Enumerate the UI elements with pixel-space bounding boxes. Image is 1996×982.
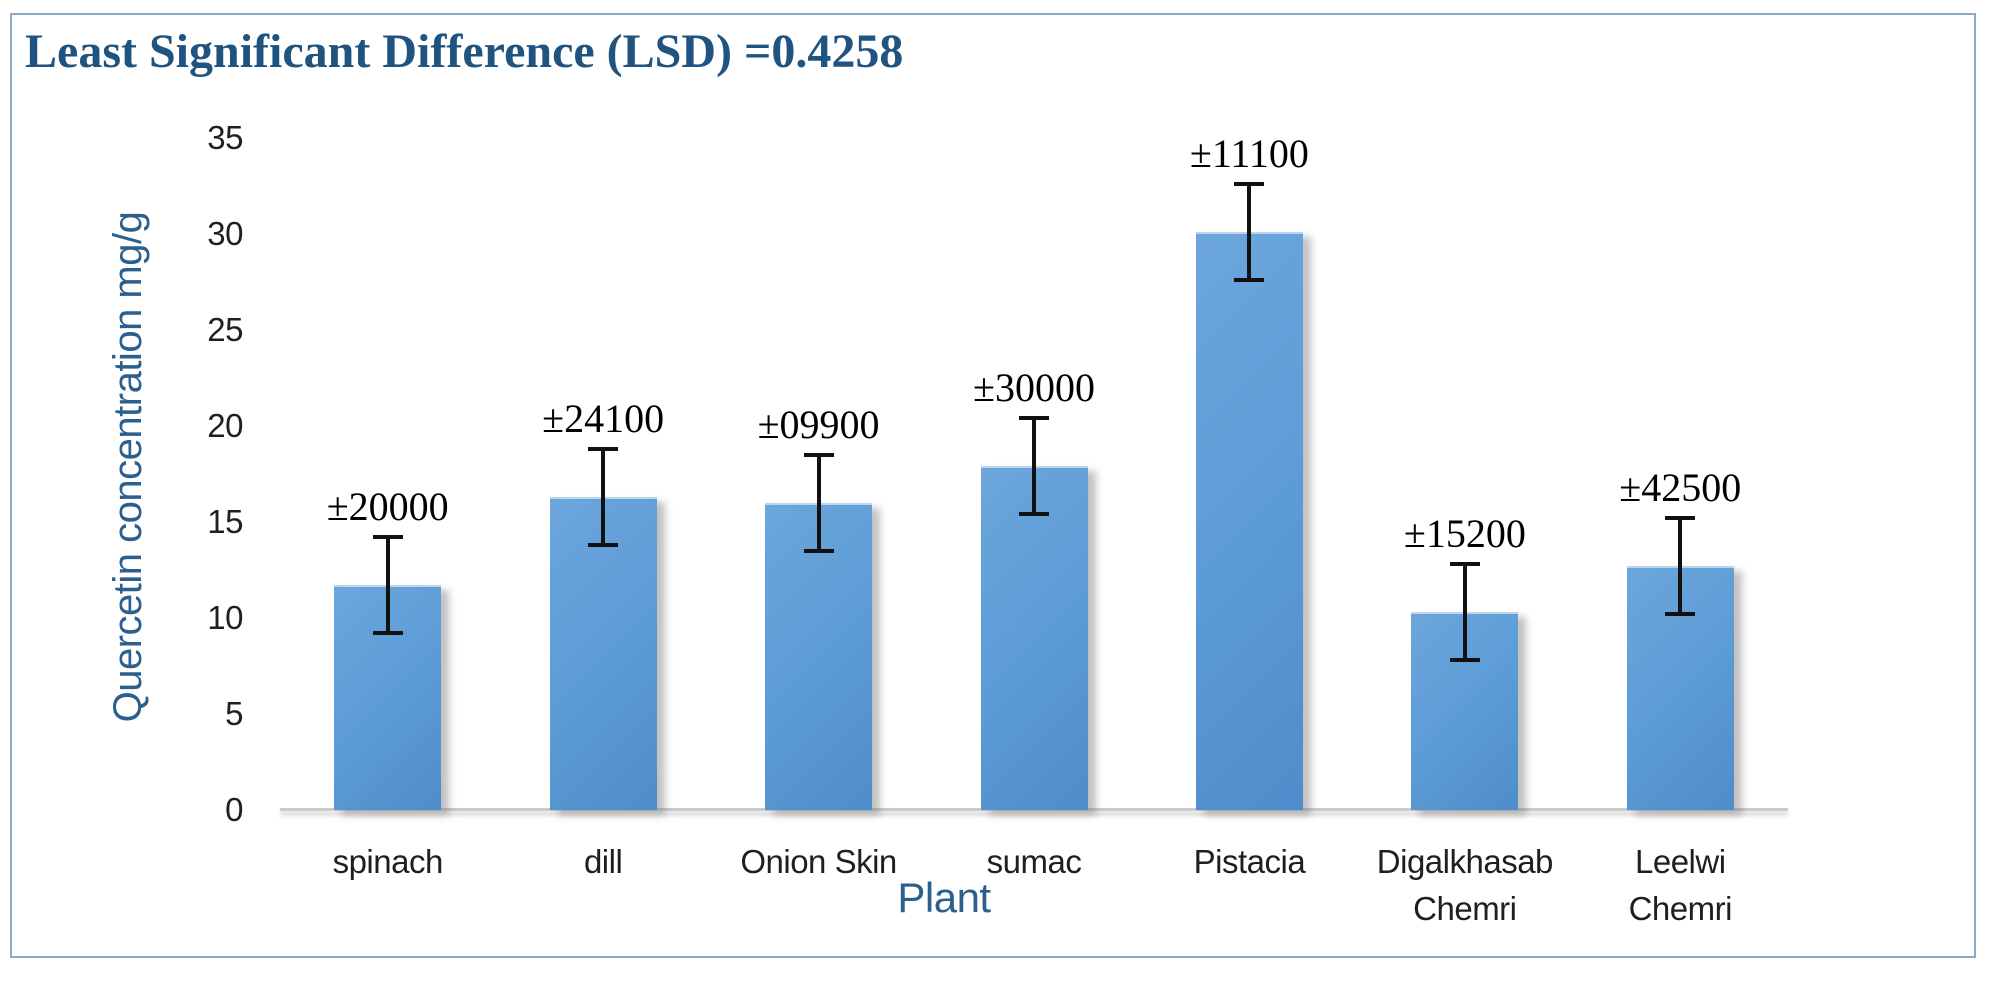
- error-bar-bottom-cap-leelwi-chemri: [1665, 612, 1696, 617]
- error-annotation-pistacia: ±11100: [1189, 131, 1309, 177]
- x-tick-digalkhasab-chemri: Digalkhasab Chemri: [1376, 843, 1554, 927]
- x-tick-onion-skin: Onion Skin: [740, 843, 897, 880]
- y-tick-35: 35: [207, 119, 243, 156]
- error-annotation-spinach: ±20000: [326, 484, 449, 530]
- error-annotation-leelwi-chemri: ±42500: [1619, 465, 1742, 511]
- x-tick-pistacia: Pistacia: [1193, 843, 1306, 880]
- y-tick-25: 25: [207, 311, 243, 348]
- error-bar-leelwi-chemri: [1678, 518, 1683, 615]
- x-tick-spinach: spinach: [332, 843, 444, 880]
- error-bar-top-cap-digalkhasab-chemri: [1449, 562, 1480, 567]
- y-tick-15: 15: [207, 503, 243, 540]
- error-bar-top-cap-onion-skin: [803, 452, 834, 457]
- error-bar-top-cap-dill: [588, 447, 619, 452]
- error-bar-spinach: [385, 537, 390, 634]
- error-bar-top-cap-sumac: [1019, 416, 1049, 421]
- error-bar-sumac: [1032, 418, 1036, 515]
- chart-title: Least Significant Difference (LSD) =0.42…: [25, 25, 904, 78]
- x-axis-title: Plant: [897, 874, 991, 921]
- y-tick-20: 20: [207, 407, 243, 444]
- error-bar-top-cap-pistacia: [1234, 182, 1265, 187]
- error-annotation-sumac: ±30000: [973, 365, 1095, 411]
- error-bar-bottom-cap-sumac: [1019, 512, 1049, 517]
- error-bar-onion-skin: [816, 454, 821, 551]
- bar-onion-skin: [765, 502, 873, 810]
- bar-sumac: [980, 466, 1088, 810]
- error-bar-dill: [601, 449, 606, 546]
- y-tick-5: 5: [225, 695, 243, 732]
- x-tick-leelwi-chemri: Leelwi Chemri: [1628, 843, 1733, 927]
- error-bar-bottom-cap-spinach: [372, 631, 403, 636]
- error-annotation-onion-skin: ±09900: [757, 401, 880, 447]
- y-axis-title: Quercetin concentration mg/g: [106, 211, 150, 723]
- error-bar-bottom-cap-pistacia: [1234, 278, 1265, 283]
- x-tick-dill: dill: [583, 843, 623, 880]
- error-bar-top-cap-leelwi-chemri: [1665, 516, 1696, 521]
- error-bar-bottom-cap-digalkhasab-chemri: [1449, 658, 1480, 663]
- error-bar-pistacia: [1247, 184, 1252, 281]
- error-annotation-dill: ±24100: [542, 396, 665, 442]
- error-bar-bottom-cap-onion-skin: [803, 548, 834, 553]
- y-tick-30: 30: [207, 215, 243, 252]
- error-bar-bottom-cap-dill: [588, 543, 619, 548]
- bar-pistacia: [1195, 232, 1303, 810]
- y-tick-10: 10: [207, 599, 243, 636]
- error-bar-digalkhasab-chemri: [1462, 564, 1467, 661]
- error-bar-top-cap-spinach: [372, 535, 403, 540]
- x-tick-sumac: sumac: [986, 843, 1082, 880]
- y-tick-0: 0: [225, 791, 243, 828]
- error-annotation-digalkhasab-chemri: ±15200: [1403, 511, 1526, 557]
